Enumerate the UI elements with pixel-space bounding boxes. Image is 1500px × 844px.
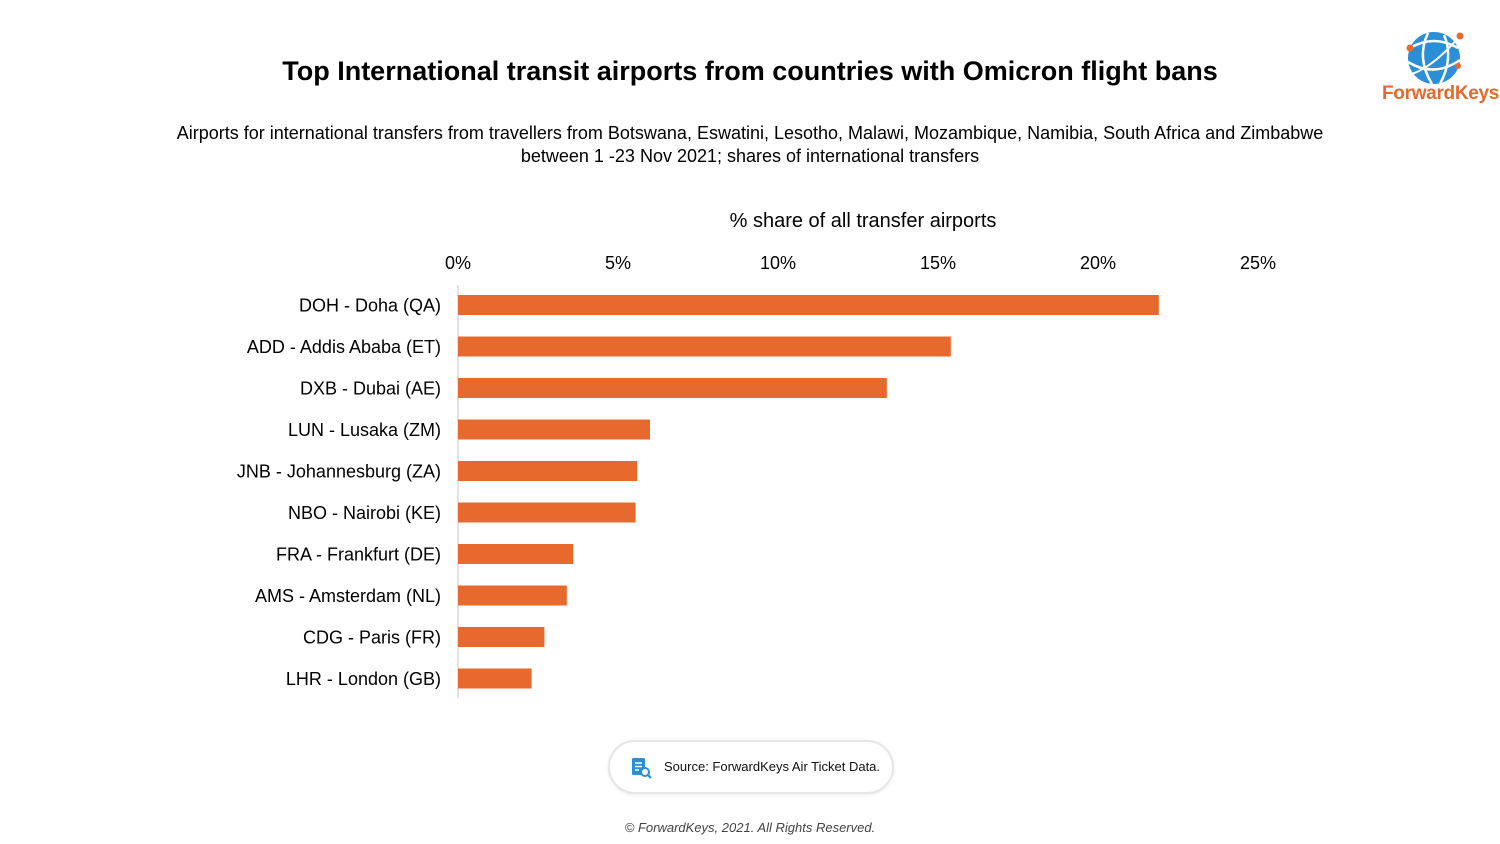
document-search-icon — [632, 758, 652, 779]
chart-title: Top International transit airports from … — [282, 56, 1218, 86]
logo-text: ForwardKeys — [1382, 83, 1500, 104]
category-label: AMS - Amsterdam (NL) — [255, 586, 441, 606]
bar — [458, 627, 545, 647]
x-axis-ticks: 0% 5% 10% 15% 20% 25% — [445, 253, 1276, 273]
category-label: DOH - Doha (QA) — [299, 296, 441, 316]
bar-chart: % share of all transfer airports 0% 5% 10%… — [237, 210, 1276, 699]
category-label: NBO - Nairobi (KE) — [288, 503, 441, 523]
category-labels: DOH - Doha (QA) ADD - Addis Ababa (ET) DXB… — [237, 296, 441, 690]
bar — [458, 336, 951, 357]
source-text: Source: ForwardKeys Air Ticket Data. — [664, 759, 881, 774]
bar — [458, 378, 887, 398]
x-tick-label: 10% — [760, 253, 796, 273]
category-label: LHR - London (GB) — [286, 669, 441, 689]
source-badge: Source: ForwardKeys Air Ticket Data. — [608, 740, 894, 794]
x-tick-label: 25% — [1240, 253, 1276, 273]
globe-icon — [1406, 32, 1464, 85]
bars — [458, 295, 1159, 689]
copyright: © ForwardKeys, 2021. All Rights Reserved… — [624, 820, 876, 835]
bar — [458, 585, 567, 606]
subtitle-line-1: Airports for international transfers fro… — [176, 123, 1324, 143]
x-tick-label: 0% — [445, 253, 471, 273]
x-axis-label: % share of all transfer airports — [730, 210, 997, 232]
chart-subtitle: Airports for international transfers fro… — [100, 122, 1400, 168]
category-label: LUN - Lusaka (ZM) — [288, 420, 441, 440]
category-label: FRA - Frankfurt (DE) — [276, 545, 441, 565]
bar — [458, 419, 650, 440]
category-label: JNB - Johannesburg (ZA) — [237, 462, 441, 482]
bar — [458, 544, 574, 564]
bar — [458, 502, 636, 523]
subtitle-line-2: between 1 -23 Nov 2021; shares of intern… — [520, 146, 980, 166]
x-tick-label: 5% — [605, 253, 631, 273]
bar — [458, 668, 532, 689]
x-tick-label: 20% — [1080, 253, 1116, 273]
x-tick-label: 15% — [920, 253, 956, 273]
category-label: CDG - Paris (FR) — [303, 628, 441, 648]
bar — [458, 461, 638, 481]
bar — [458, 295, 1159, 315]
category-label: ADD - Addis Ababa (ET) — [247, 337, 441, 357]
category-label: DXB - Dubai (AE) — [300, 379, 441, 399]
